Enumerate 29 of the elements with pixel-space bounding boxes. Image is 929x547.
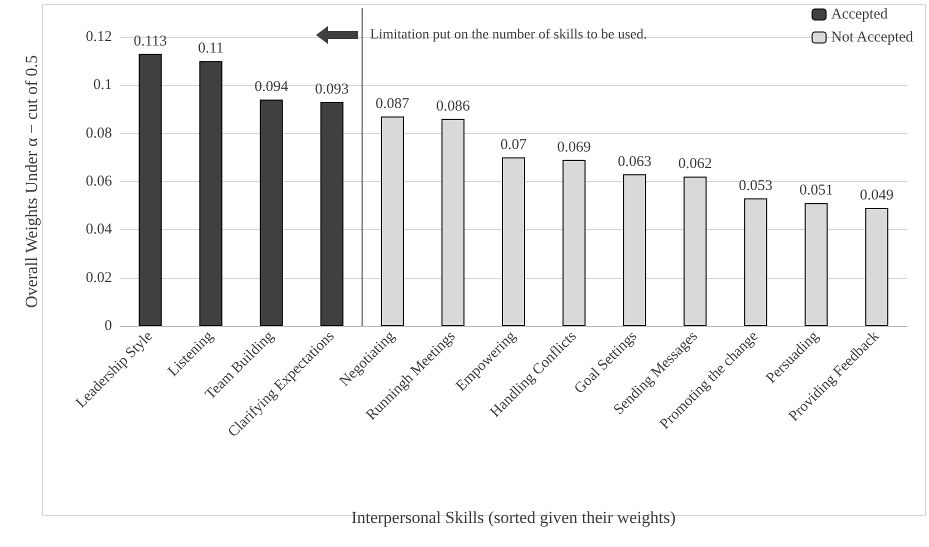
data-label: 0.094 — [254, 79, 289, 96]
y-tick-label: 0.02 — [86, 270, 112, 286]
bar — [138, 54, 162, 326]
bar — [260, 100, 283, 326]
y-tick-label: 0.04 — [86, 222, 112, 238]
y-tick-label: 0.08 — [86, 125, 112, 142]
ref-line-label: Limitation put on the number of skills to be used. — [370, 28, 648, 42]
data-label: 0.062 — [678, 156, 712, 172]
legend-label: Not Accepted — [831, 30, 914, 46]
y-axis-title: Overall Weights Under α − cut of 0.5 — [22, 55, 41, 308]
data-label: 0.053 — [738, 178, 773, 194]
data-label: 0.051 — [799, 182, 834, 199]
data-label: 0.063 — [618, 154, 652, 170]
data-label: 0.049 — [860, 187, 894, 204]
bar — [320, 102, 344, 326]
data-label: 0.087 — [376, 96, 410, 112]
data-label: 0.086 — [436, 98, 470, 114]
x-axis-title: Interpersonal Skills (sorted given their weights) — [351, 508, 676, 527]
data-label: 0.113 — [134, 33, 167, 50]
data-label: 0.07 — [500, 136, 528, 153]
data-label: 0.11 — [198, 40, 224, 57]
bar — [199, 61, 222, 326]
legend-label: Accepted — [831, 6, 888, 22]
y-tick-label: 0 — [104, 318, 112, 334]
y-tick-label: 0.1 — [93, 77, 112, 94]
data-label: 0.069 — [557, 139, 591, 156]
y-tick-label: 0.12 — [86, 29, 112, 45]
data-label: 0.093 — [315, 82, 349, 98]
y-tick-label: 0.06 — [86, 174, 112, 190]
